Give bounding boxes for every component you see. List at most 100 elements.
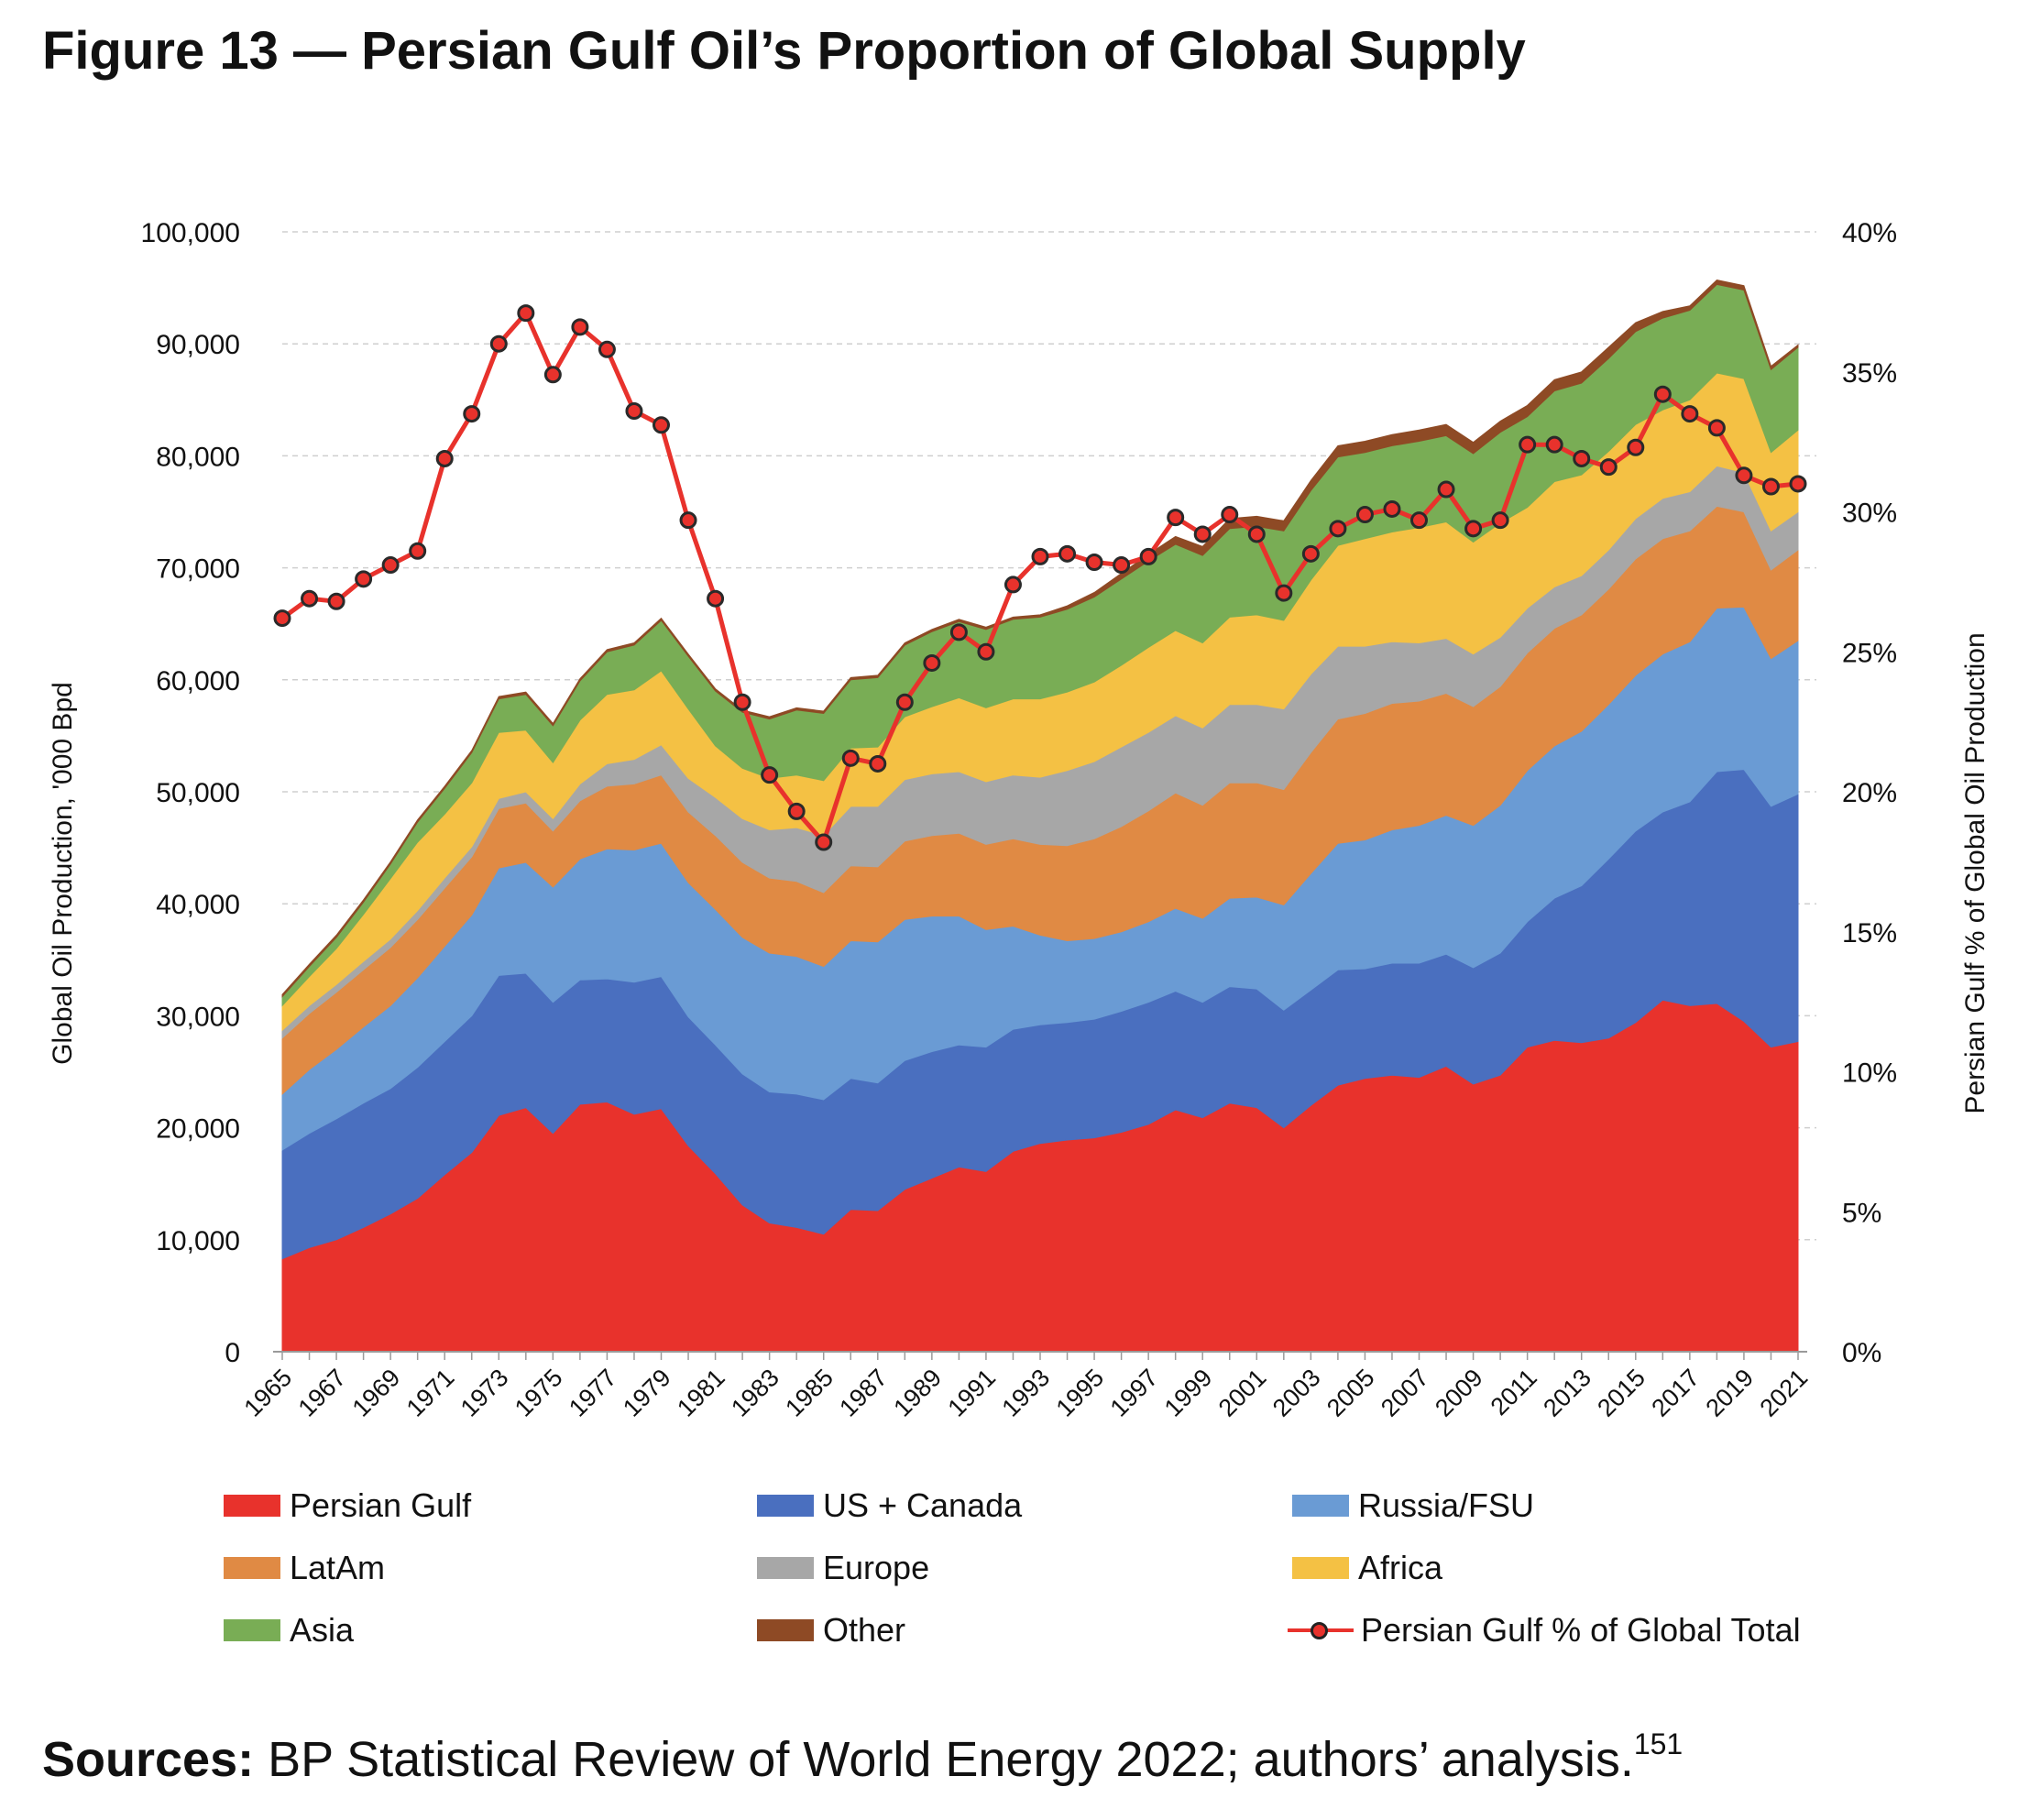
y2-tick-label: 15% [1842, 918, 1897, 948]
y2-tick-label: 0% [1842, 1338, 1881, 1368]
x-tick-label: 1991 [942, 1364, 1001, 1422]
x-tick-label: 1999 [1159, 1364, 1218, 1422]
y-tick-label: 90,000 [156, 330, 240, 360]
y2-axis-label: Persian Gulf % of Global Oil Production [1960, 632, 1991, 1113]
x-tick-label: 2003 [1267, 1364, 1326, 1422]
y-tick-label: 70,000 [156, 554, 240, 585]
x-tick-label: 1969 [347, 1364, 406, 1422]
pct-point [1247, 525, 1266, 543]
pct-point [761, 766, 779, 784]
pct-point [381, 556, 400, 575]
x-tick-label: 1987 [834, 1364, 893, 1422]
pct-point [1789, 475, 1807, 493]
pct-point [1329, 520, 1347, 538]
pct-point [1761, 477, 1780, 496]
pct-point [869, 754, 887, 773]
x-tick-label: 1975 [510, 1364, 568, 1422]
x-tick-label: 1979 [618, 1364, 676, 1422]
y-tick-label: 50,000 [156, 778, 240, 808]
pct-point [1437, 480, 1455, 499]
y-tick-label: 100,000 [141, 218, 240, 248]
x-tick-label: 2015 [1592, 1364, 1651, 1422]
pct-point [273, 609, 291, 628]
x-tick-label: 1983 [726, 1364, 784, 1422]
pct-point [1031, 547, 1049, 565]
pct-point [1275, 584, 1293, 602]
y-tick-label: 80,000 [156, 442, 240, 472]
pct-point [923, 653, 941, 672]
area-other [281, 279, 1799, 998]
y2-tick-label: 10% [1842, 1058, 1897, 1089]
pct-point [1058, 544, 1077, 563]
pct-point [787, 802, 806, 820]
pct-point [1627, 438, 1645, 456]
pct-point [1491, 511, 1509, 530]
pct-point [1519, 435, 1537, 454]
pct-point [679, 511, 697, 530]
pct-point [1221, 506, 1239, 524]
x-tick-label: 2017 [1646, 1364, 1705, 1422]
pct-point [1383, 499, 1401, 518]
pct-point [949, 623, 968, 641]
y2-tick-label: 40% [1842, 218, 1897, 248]
y-tick-label: 40,000 [156, 890, 240, 920]
pct-point [1085, 553, 1103, 571]
pct-point [841, 749, 860, 767]
pct-point [327, 592, 345, 610]
x-tick-label: 2001 [1213, 1364, 1272, 1422]
x-tick-label: 2005 [1322, 1364, 1380, 1422]
pct-point [463, 405, 481, 423]
pct-point [543, 366, 562, 384]
y-tick-label: 10,000 [156, 1226, 240, 1256]
pct-point [1735, 466, 1753, 485]
y-tick-label: 30,000 [156, 1002, 240, 1032]
source-text: BP Statistical Review of World Energy 20… [254, 1732, 1634, 1787]
x-tick-label: 1967 [293, 1364, 352, 1422]
x-tick-label: 2007 [1376, 1364, 1434, 1422]
source-footnote-ref: 151 [1633, 1727, 1683, 1760]
pct-point [1004, 576, 1022, 594]
x-tick-label: 2013 [1538, 1364, 1596, 1422]
x-tick-label: 2011 [1486, 1364, 1542, 1420]
x-tick-label: 1997 [1105, 1364, 1164, 1422]
pct-point [1410, 511, 1428, 530]
x-tick-label: 1993 [997, 1364, 1056, 1422]
x-tick-label: 1989 [888, 1364, 947, 1422]
pct-point [1167, 509, 1185, 527]
pct-point [895, 693, 914, 711]
pct-point [1113, 556, 1131, 575]
pct-point [571, 318, 589, 336]
pct-point [1193, 525, 1212, 543]
y2-tick-label: 30% [1842, 499, 1897, 529]
pct-point [1301, 544, 1320, 563]
pct-point [977, 642, 995, 661]
pct-point [435, 449, 454, 467]
pct-point [301, 589, 319, 608]
figure-title: Figure 13 — Persian Gulf Oil’s Proportio… [42, 21, 1526, 81]
x-tick-label: 2021 [1755, 1364, 1814, 1422]
y2-tick-label: 5% [1842, 1198, 1881, 1228]
area-series-group [281, 279, 1799, 1353]
x-tick-label: 2009 [1430, 1364, 1488, 1422]
pct-point [707, 589, 725, 608]
pct-point [598, 340, 616, 358]
pct-point [355, 570, 373, 588]
pct-point [625, 402, 643, 421]
x-tick-label: 1977 [564, 1364, 622, 1422]
x-tick-label: 1973 [455, 1364, 514, 1422]
source-note: Sources: BP Statistical Review of World … [42, 1727, 1683, 1788]
pct-point [1573, 449, 1591, 467]
y-axis-label: Global Oil Production, '000 Bpd [48, 682, 78, 1065]
pct-point [1139, 547, 1157, 565]
x-tick-label: 1971 [401, 1364, 460, 1422]
y-tick-label: 60,000 [156, 666, 240, 696]
y-tick-label: 0 [225, 1338, 240, 1368]
pct-point [1355, 506, 1374, 524]
x-tick-label: 1985 [780, 1364, 839, 1422]
y2-tick-label: 20% [1842, 778, 1897, 808]
x-tick-label: 1995 [1051, 1364, 1110, 1422]
percentage-line-group [273, 304, 1807, 851]
pct-point [815, 833, 833, 851]
pct-point [1681, 405, 1699, 423]
